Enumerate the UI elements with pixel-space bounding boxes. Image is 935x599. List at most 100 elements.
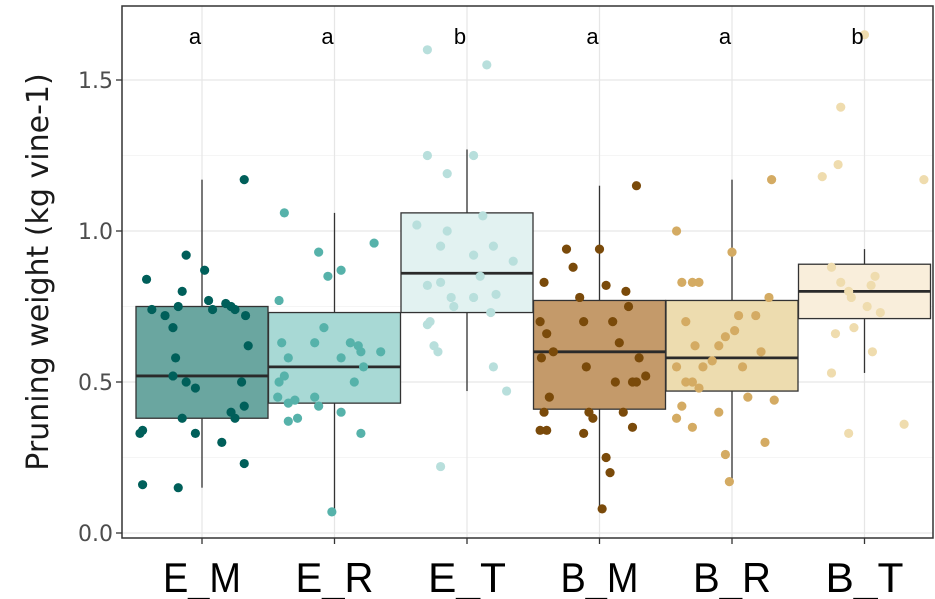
data-point bbox=[436, 241, 446, 251]
data-point bbox=[237, 377, 247, 387]
box-b-t bbox=[797, 30, 932, 438]
x-tick-label: B_M bbox=[561, 554, 639, 599]
data-point bbox=[859, 30, 870, 40]
data-point bbox=[486, 307, 496, 318]
data-point bbox=[240, 310, 251, 321]
iqr-box bbox=[665, 299, 799, 392]
data-point bbox=[536, 353, 547, 363]
data-point bbox=[608, 317, 618, 327]
data-point bbox=[239, 401, 249, 411]
data-point bbox=[508, 256, 518, 266]
box-e-t bbox=[400, 45, 534, 472]
data-point bbox=[631, 377, 642, 387]
data-point bbox=[422, 45, 432, 55]
data-point bbox=[826, 262, 837, 272]
data-point bbox=[274, 295, 284, 306]
data-point bbox=[694, 277, 704, 287]
data-point bbox=[687, 422, 698, 432]
data-point bbox=[743, 392, 753, 402]
data-point bbox=[177, 286, 187, 296]
data-point bbox=[171, 353, 181, 363]
data-point bbox=[671, 362, 682, 372]
data-point bbox=[239, 175, 249, 185]
data-point bbox=[751, 310, 761, 321]
data-point bbox=[575, 292, 585, 303]
data-point bbox=[226, 301, 236, 312]
iqr-box bbox=[135, 305, 269, 419]
data-point bbox=[478, 211, 488, 221]
data-point bbox=[714, 341, 724, 351]
data-point bbox=[756, 347, 766, 357]
data-point bbox=[502, 386, 512, 396]
data-point bbox=[160, 310, 170, 321]
data-point bbox=[631, 181, 642, 191]
data-point bbox=[449, 301, 459, 312]
data-point bbox=[207, 304, 218, 315]
significance-letter: b bbox=[851, 24, 863, 49]
data-point bbox=[327, 507, 337, 517]
data-point bbox=[707, 356, 717, 366]
x-tick-label: E_R bbox=[296, 554, 374, 599]
data-point bbox=[641, 371, 651, 381]
data-point bbox=[135, 428, 145, 438]
significance-letter: a bbox=[719, 24, 732, 49]
data-point bbox=[279, 208, 289, 218]
data-point bbox=[283, 353, 293, 363]
box-e-r bbox=[267, 208, 402, 517]
y-axis: 0.0 0.5 1.0 1.5 bbox=[78, 69, 122, 547]
data-point bbox=[310, 338, 320, 348]
y-axis-title: Pruning weight (kg vine-1) bbox=[21, 73, 56, 470]
y-tick-label: 1.5 bbox=[78, 69, 113, 94]
significance-letter: a bbox=[586, 24, 599, 49]
data-point bbox=[314, 401, 324, 411]
data-point bbox=[690, 341, 700, 351]
data-point bbox=[714, 407, 724, 417]
data-point bbox=[767, 175, 777, 185]
data-point bbox=[488, 362, 498, 372]
data-point bbox=[870, 271, 880, 281]
data-point bbox=[605, 468, 615, 478]
data-point bbox=[358, 362, 369, 372]
data-point bbox=[469, 292, 479, 303]
data-point bbox=[356, 347, 366, 357]
data-point bbox=[687, 277, 698, 287]
data-point bbox=[730, 326, 740, 336]
data-point bbox=[336, 353, 346, 363]
data-point bbox=[469, 250, 479, 260]
data-point bbox=[844, 428, 854, 438]
data-point bbox=[846, 292, 856, 303]
data-point bbox=[737, 362, 748, 372]
x-tick-label: E_M bbox=[163, 554, 241, 599]
data-point bbox=[177, 413, 187, 423]
data-point bbox=[442, 169, 452, 179]
data-point bbox=[283, 416, 293, 426]
data-point bbox=[769, 395, 779, 405]
data-point bbox=[482, 60, 492, 70]
data-point bbox=[190, 428, 200, 438]
data-point bbox=[867, 347, 878, 357]
significance-letter: b bbox=[454, 24, 466, 49]
data-point bbox=[581, 362, 591, 372]
data-point bbox=[173, 301, 183, 312]
data-point bbox=[535, 317, 545, 327]
data-point bbox=[273, 392, 283, 402]
data-point bbox=[720, 449, 731, 460]
y-tick-label: 0.0 bbox=[78, 522, 113, 547]
data-point bbox=[376, 347, 386, 357]
data-point bbox=[141, 274, 152, 284]
data-point bbox=[168, 371, 178, 381]
data-point bbox=[181, 250, 191, 260]
data-point bbox=[826, 368, 837, 378]
data-point bbox=[614, 338, 624, 348]
data-point bbox=[542, 329, 552, 339]
data-point bbox=[687, 377, 698, 387]
data-point bbox=[356, 428, 366, 438]
data-point bbox=[336, 407, 346, 417]
data-point bbox=[597, 504, 607, 514]
data-point bbox=[436, 461, 446, 472]
data-point bbox=[817, 172, 827, 182]
x-tick-label: E_T bbox=[428, 554, 506, 599]
data-point bbox=[323, 271, 333, 281]
